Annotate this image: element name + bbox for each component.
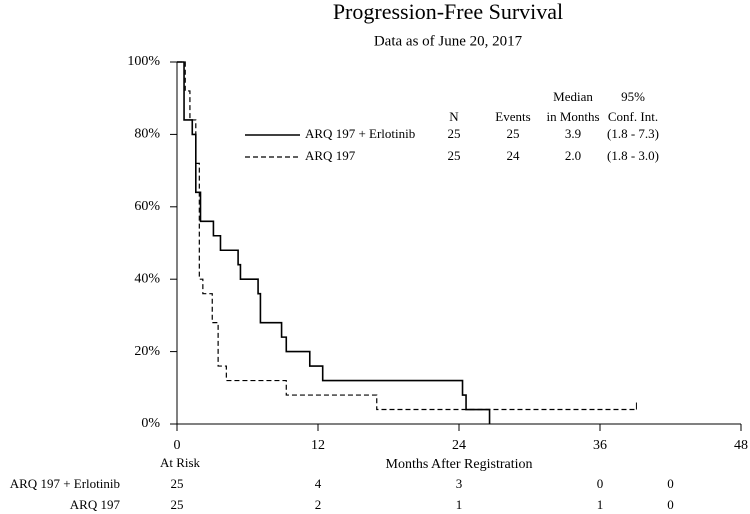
legend-stat: 25	[448, 126, 461, 141]
at-risk-count: 0	[667, 497, 674, 512]
legend-column-header: Median	[553, 89, 593, 104]
legend-stat: 25	[448, 148, 461, 163]
at-risk-count: 3	[456, 476, 463, 491]
y-tick-label: 80%	[134, 127, 160, 142]
x-tick-label: 12	[311, 438, 325, 453]
y-tick-label: 0%	[141, 416, 160, 431]
x-axis-label: Months After Registration	[386, 457, 533, 472]
at-risk-count: 4	[315, 476, 322, 491]
legend-column-header: N	[449, 109, 459, 124]
at-risk-count: 1	[456, 497, 463, 512]
at-risk-count: 1	[597, 497, 604, 512]
at-risk-count: 25	[171, 476, 184, 491]
y-tick-label: 40%	[134, 271, 160, 286]
legend-stat: 25	[507, 126, 520, 141]
at-risk-label: At Risk	[160, 455, 201, 470]
x-tick-label: 48	[734, 438, 748, 453]
survival-curve	[177, 61, 637, 411]
legend-column-header: in Months	[546, 109, 599, 124]
at-risk-row-label: ARQ 197	[70, 497, 121, 512]
legend-stat: 24	[507, 148, 521, 163]
legend-stat: 2.0	[565, 148, 581, 163]
x-tick-label: 24	[452, 438, 466, 453]
legend-stat: 3.9	[565, 126, 581, 141]
legend-stat: (1.8 - 7.3)	[607, 126, 659, 141]
at-risk-row-label: ARQ 197 + Erlotinib	[10, 476, 120, 491]
chart-title: Progression-Free Survival	[333, 0, 563, 24]
y-tick-label: 20%	[134, 344, 160, 359]
legend-column-header: 95%	[621, 89, 645, 104]
x-tick-label: 36	[593, 438, 607, 453]
chart-subtitle: Data as of June 20, 2017	[374, 33, 523, 49]
at-risk-count: 0	[597, 476, 604, 491]
legend-stat: (1.8 - 3.0)	[607, 148, 659, 163]
y-tick-label: 100%	[127, 54, 160, 69]
legend-label: ARQ 197 + Erlotinib	[305, 126, 415, 141]
x-tick-label: 0	[174, 438, 181, 453]
at-risk-count: 25	[171, 497, 184, 512]
y-tick-label: 60%	[134, 199, 160, 214]
at-risk-count: 2	[315, 497, 322, 512]
survival-curve	[177, 61, 491, 424]
legend-label: ARQ 197	[305, 148, 356, 163]
legend-column-header: Events	[495, 109, 530, 124]
at-risk-count: 0	[667, 476, 674, 491]
legend-column-header: Conf. Int.	[608, 109, 658, 124]
